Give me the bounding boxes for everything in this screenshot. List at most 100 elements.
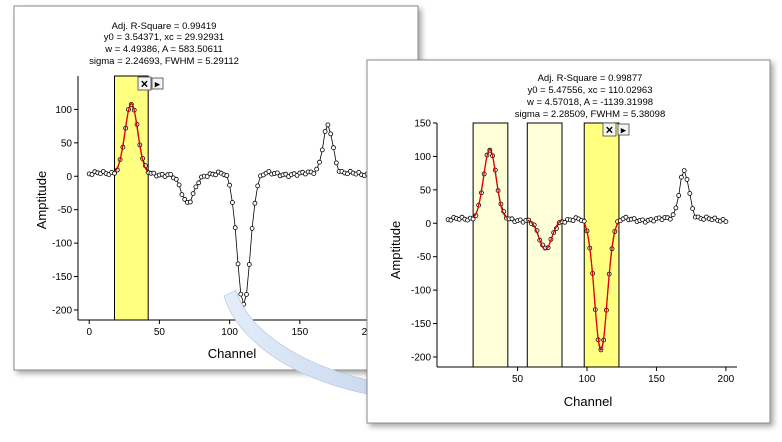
right-fit-curve: [527, 219, 563, 251]
right-y-tick-label: -200: [411, 352, 431, 363]
close-icon: ✕: [605, 126, 613, 137]
right-data-point: [723, 219, 729, 225]
right-x-axis-label: Channel: [564, 394, 613, 409]
left-fit-curve: [114, 102, 149, 173]
right-data-point: [623, 214, 629, 220]
right-plot-area: 150 100 50 0 -50 -100 -150 -200 50 100 150 200: [411, 119, 737, 385]
right-x-tick-label: 100: [579, 374, 596, 385]
left-data-point: [187, 199, 193, 205]
close-icon: ✕: [140, 80, 148, 91]
right-data-point: [690, 206, 695, 212]
left-data-point: [213, 172, 219, 178]
right-x-tick-label: 150: [648, 374, 665, 385]
right-data-point: [570, 218, 576, 223]
left-roi-1[interactable]: [114, 75, 149, 321]
right-roi-1[interactable]: [472, 122, 509, 368]
left-data-point: [266, 169, 272, 174]
right-roi-close-button[interactable]: [602, 122, 617, 137]
left-data-point: [227, 182, 233, 188]
left-x-tick-label: 0: [86, 327, 92, 338]
left-data-point: [89, 172, 95, 177]
left-y-axis-label: Amptitude: [34, 171, 49, 230]
left-y-tick-label: 50: [61, 138, 73, 149]
right-fit-results: Adj. R-Square = 0.99877 y0 = 5.47556, xc…: [515, 73, 666, 120]
right-y-tick-label: -100: [411, 286, 431, 297]
right-data-point: [670, 212, 676, 218]
right-roi-controls: ✕ ▶: [602, 122, 630, 137]
left-x-axis-label: Channel: [208, 346, 257, 361]
left-y-tick-label: -200: [52, 305, 72, 316]
right-fit-line-2: y0 = 5.47556, xc = 110.02963: [527, 85, 652, 96]
left-data-point: [328, 131, 334, 137]
left-data-point: [204, 174, 210, 180]
left-data-point: [331, 145, 336, 151]
right-data-point: [631, 216, 637, 222]
left-data-point: [319, 147, 325, 153]
right-fit-curve: [583, 221, 620, 351]
left-data-point: [322, 129, 328, 134]
left-data-point: [249, 225, 255, 231]
left-y-tick-label: 0: [66, 172, 72, 183]
left-roi-menu-button[interactable]: [151, 77, 164, 90]
left-data-point: [182, 196, 188, 202]
right-data-point: [509, 216, 515, 222]
left-data-point: [314, 166, 320, 172]
left-fit-line-2: y0 = 3.54371, xc = 29.92931: [104, 32, 224, 43]
left-data-point: [244, 291, 249, 297]
left-data-point: [255, 183, 261, 189]
right-x-tick-label: 200: [718, 374, 735, 385]
right-data-point: [581, 218, 587, 224]
left-data-point: [193, 184, 199, 190]
left-y-tick-label: -100: [52, 239, 72, 250]
left-graph-window: Adj. R-Square = 0.99419 y0 = 3.54371, xc…: [13, 5, 419, 371]
left-y-tick-label: 100: [55, 105, 72, 116]
left-data-point: [168, 171, 174, 177]
right-fit-line-4: sigma = 2.28509, FWHM = 5.38098: [515, 109, 666, 120]
left-data-point: [179, 192, 185, 198]
left-data-point: [196, 180, 202, 186]
left-x-tick-label: 150: [291, 327, 308, 338]
left-roi-controls: ✕ ▶: [137, 76, 164, 91]
left-data-point: [229, 200, 235, 205]
right-fit-line-3: w = 4.57018, A = -1139.31998: [526, 97, 653, 108]
left-y-tick-label: -50: [58, 205, 73, 216]
right-data-point: [687, 190, 693, 196]
left-data-point: [317, 159, 322, 165]
right-fit-curve: [472, 148, 509, 220]
right-graph-window: Adj. R-Square = 0.99877 y0 = 5.47556, xc…: [366, 59, 771, 424]
triangle-right-icon: ▶: [155, 82, 161, 89]
left-data-point: [333, 160, 339, 166]
left-data-point: [190, 191, 196, 197]
right-y-tick-label: 0: [425, 219, 431, 230]
right-data-point: [562, 219, 568, 225]
right-x-tick-label: 50: [512, 374, 524, 385]
left-data-point: [311, 171, 317, 177]
left-data-point: [232, 225, 238, 231]
right-y-tick-label: -50: [417, 252, 432, 263]
left-fit-line-3: w = 4.49386, A = 583.50611: [104, 44, 223, 55]
right-y-tick-label: 50: [420, 185, 432, 196]
right-data-point: [448, 217, 454, 223]
right-data-point: [667, 216, 673, 222]
left-data-point: [176, 182, 182, 188]
left-data-point: [252, 200, 258, 206]
left-data-point: [274, 170, 280, 176]
left-fit-line-4: sigma = 2.24693, FWHM = 5.29112: [89, 56, 239, 67]
left-data-point: [238, 291, 244, 297]
right-data-point: [681, 168, 687, 174]
left-y-tick-label: -150: [52, 272, 72, 283]
right-roi-menu-button[interactable]: [617, 123, 630, 136]
left-data-point: [246, 262, 252, 267]
left-data-point: [173, 176, 179, 182]
left-data-point: [151, 170, 157, 176]
left-data-point: [325, 122, 331, 128]
right-y-tick-label: 150: [414, 119, 431, 130]
left-x-tick-label: 100: [221, 327, 238, 338]
right-y-tick-label: 100: [414, 152, 431, 163]
right-data-point: [679, 174, 684, 180]
triangle-right-icon: ▶: [621, 128, 627, 135]
left-roi-close-button[interactable]: [137, 76, 152, 91]
left-data-point: [235, 261, 241, 267]
